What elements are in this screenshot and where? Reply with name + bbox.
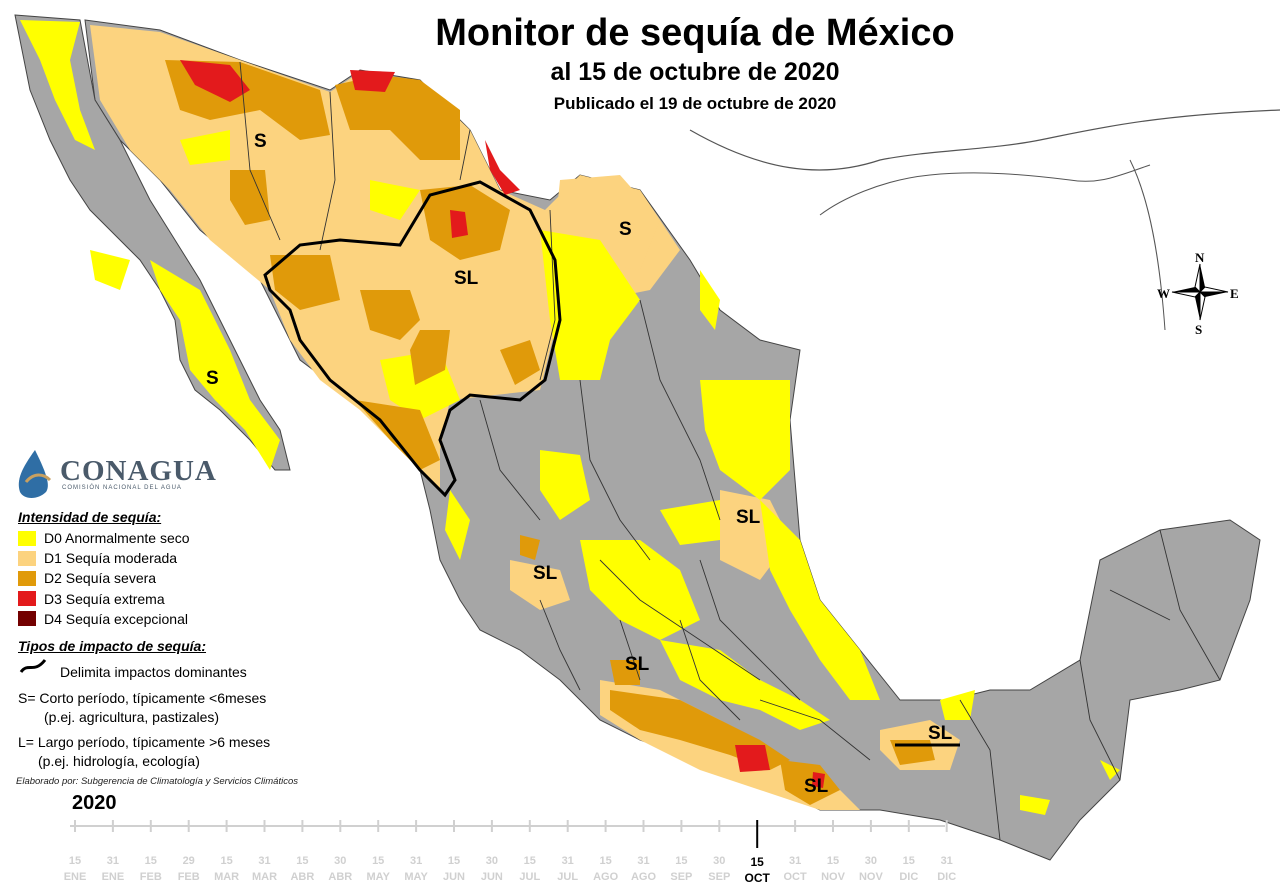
timeline-day-label: 31 (561, 855, 574, 867)
compass-south: S (1195, 322, 1203, 337)
compass-east: E (1230, 286, 1239, 301)
timeline-day-label: 29 (182, 855, 195, 867)
timeline-month-label: NOV (821, 871, 845, 883)
legend-label-d2: D2 Sequía severa (44, 570, 157, 586)
timeline-month-label: MAY (404, 871, 428, 883)
legend-swatch-d2 (18, 571, 36, 586)
short-term-example: (p.ej. agricultura, pastizales) (44, 709, 220, 725)
timeline-day-label: 15 (447, 855, 461, 867)
compass-west: W (1157, 286, 1170, 301)
legend-swatch-d0 (18, 531, 36, 546)
map-subtitle: al 15 de octubre de 2020 (550, 58, 840, 86)
timeline-month-label: JUL (557, 871, 579, 883)
zone-label-gulf: SL (736, 507, 761, 528)
timeline-month-label: ENE (101, 871, 125, 883)
timeline-day-label: 15 (750, 855, 764, 869)
timeline-month-label: ENE (63, 871, 87, 883)
timeline-day-label: 15 (902, 855, 915, 867)
short-term-label: S= Corto período, típicamente <6meses (18, 690, 267, 706)
timeline-month-label: NOV (858, 871, 883, 883)
timeline-month-label: ABR (290, 871, 315, 883)
timeline-day-label: 30 (713, 855, 726, 867)
timeline-month-label: MAY (366, 871, 390, 883)
zone-label-oaxaca: SL (804, 776, 829, 797)
zone-label-nuevo-leon: S (619, 219, 632, 240)
timeline-day-label: 31 (258, 855, 271, 867)
timeline-day-label: 15 (523, 855, 536, 867)
legend-swatch-d1 (18, 551, 36, 566)
map-title: Monitor de sequía de México (435, 12, 955, 54)
zone-label-michoacan: SL (625, 654, 650, 675)
timeline-day-label: 15 (68, 855, 82, 867)
long-term-label: L= Largo período, típicamente >6 meses (18, 734, 271, 750)
timeline-day-label: 15 (826, 855, 840, 867)
timeline-month-label: OCT (783, 871, 807, 883)
timeline-day-label: 31 (788, 855, 802, 867)
zone-label-baja-sur: S (206, 368, 219, 389)
timeline-day-label: 31 (106, 855, 120, 867)
timeline-month-label: FEB (139, 871, 162, 883)
compass-rose-icon (1171, 263, 1229, 321)
d3-regions (180, 60, 825, 788)
timeline-month-label: AGO (593, 871, 619, 883)
timeline-day-label: 15 (296, 855, 309, 867)
timeline-month-label: DIC (899, 871, 919, 883)
zone-label-jalisco: SL (533, 563, 558, 584)
timeline-year: 2020 (72, 792, 117, 814)
timeline-day-label: 30 (334, 855, 347, 867)
d0-regions (20, 20, 1120, 815)
impact-line-label: Delimita impactos dominantes (60, 664, 247, 680)
intensity-heading: Intensidad de sequía: (18, 509, 162, 525)
timeline-day-label: 30 (864, 855, 878, 867)
legend-label-d1: D1 Sequía moderada (44, 550, 178, 566)
timeline-day-label: 15 (144, 855, 157, 867)
long-term-example: (p.ej. hidrología, ecología) (38, 753, 200, 769)
impact-boundaries (263, 180, 960, 747)
timeline-month-label: AGO (630, 871, 657, 883)
published-date: Publicado el 19 de octubre de 2020 (553, 94, 837, 113)
timeline-month-label: OCT (744, 871, 770, 885)
conagua-logo-subtitle: COMISIÓN NACIONAL DEL AGUA (62, 485, 182, 491)
timeline-day-label: 31 (940, 855, 953, 867)
timeline-day-label: 30 (485, 855, 499, 867)
legend-label-d0: D0 Anormalmente seco (44, 530, 190, 546)
timeline-month-label: JUN (480, 871, 503, 883)
credit-text: Elaborado por: Subgerencia de Climatolog… (16, 776, 298, 787)
timeline-day-label: 31 (409, 855, 423, 867)
legend-swatch-d3 (18, 591, 36, 606)
timeline-day-label: 31 (637, 855, 650, 867)
timeline-month-label: JUN (442, 871, 465, 883)
usa-coastline (689, 109, 1280, 171)
timeline-month-label: MAR (251, 871, 278, 883)
impact-heading: Tipos de impacto de sequía: (18, 638, 207, 654)
florida-coast (1129, 159, 1166, 331)
legend-label-d4: D4 Sequía excepcional (44, 611, 188, 627)
conagua-logo-text: CONAGUA (60, 455, 217, 487)
timeline-month-label: JUL (519, 871, 541, 883)
state-borders (239, 61, 1221, 841)
zone-label-north-central: SL (454, 268, 479, 289)
timeline-day-label: 15 (599, 855, 612, 867)
conagua-logo-icon (18, 450, 52, 498)
zone-label-tabasco: SL (928, 723, 953, 744)
legend-swatch-d4 (18, 611, 36, 626)
timeline-month-label: SEP (670, 871, 693, 883)
timeline-day-label: 15 (675, 855, 688, 867)
usa-gulf-coast (819, 164, 1151, 216)
compass-north: N (1195, 250, 1205, 265)
legend-label-d3: D3 Sequía extrema (44, 591, 165, 607)
timeline-month-label: FEB (177, 871, 200, 883)
timeline-day-label: 15 (372, 855, 385, 867)
timeline-day-label: 15 (220, 855, 233, 867)
timeline (70, 820, 948, 848)
timeline-month-label: ABR (328, 871, 353, 883)
timeline-month-label: MAR (214, 871, 240, 883)
timeline-month-label: DIC (937, 871, 957, 883)
zone-label-sonora: S (254, 131, 267, 152)
impact-line-icon (19, 659, 47, 673)
timeline-month-label: SEP (708, 871, 731, 883)
